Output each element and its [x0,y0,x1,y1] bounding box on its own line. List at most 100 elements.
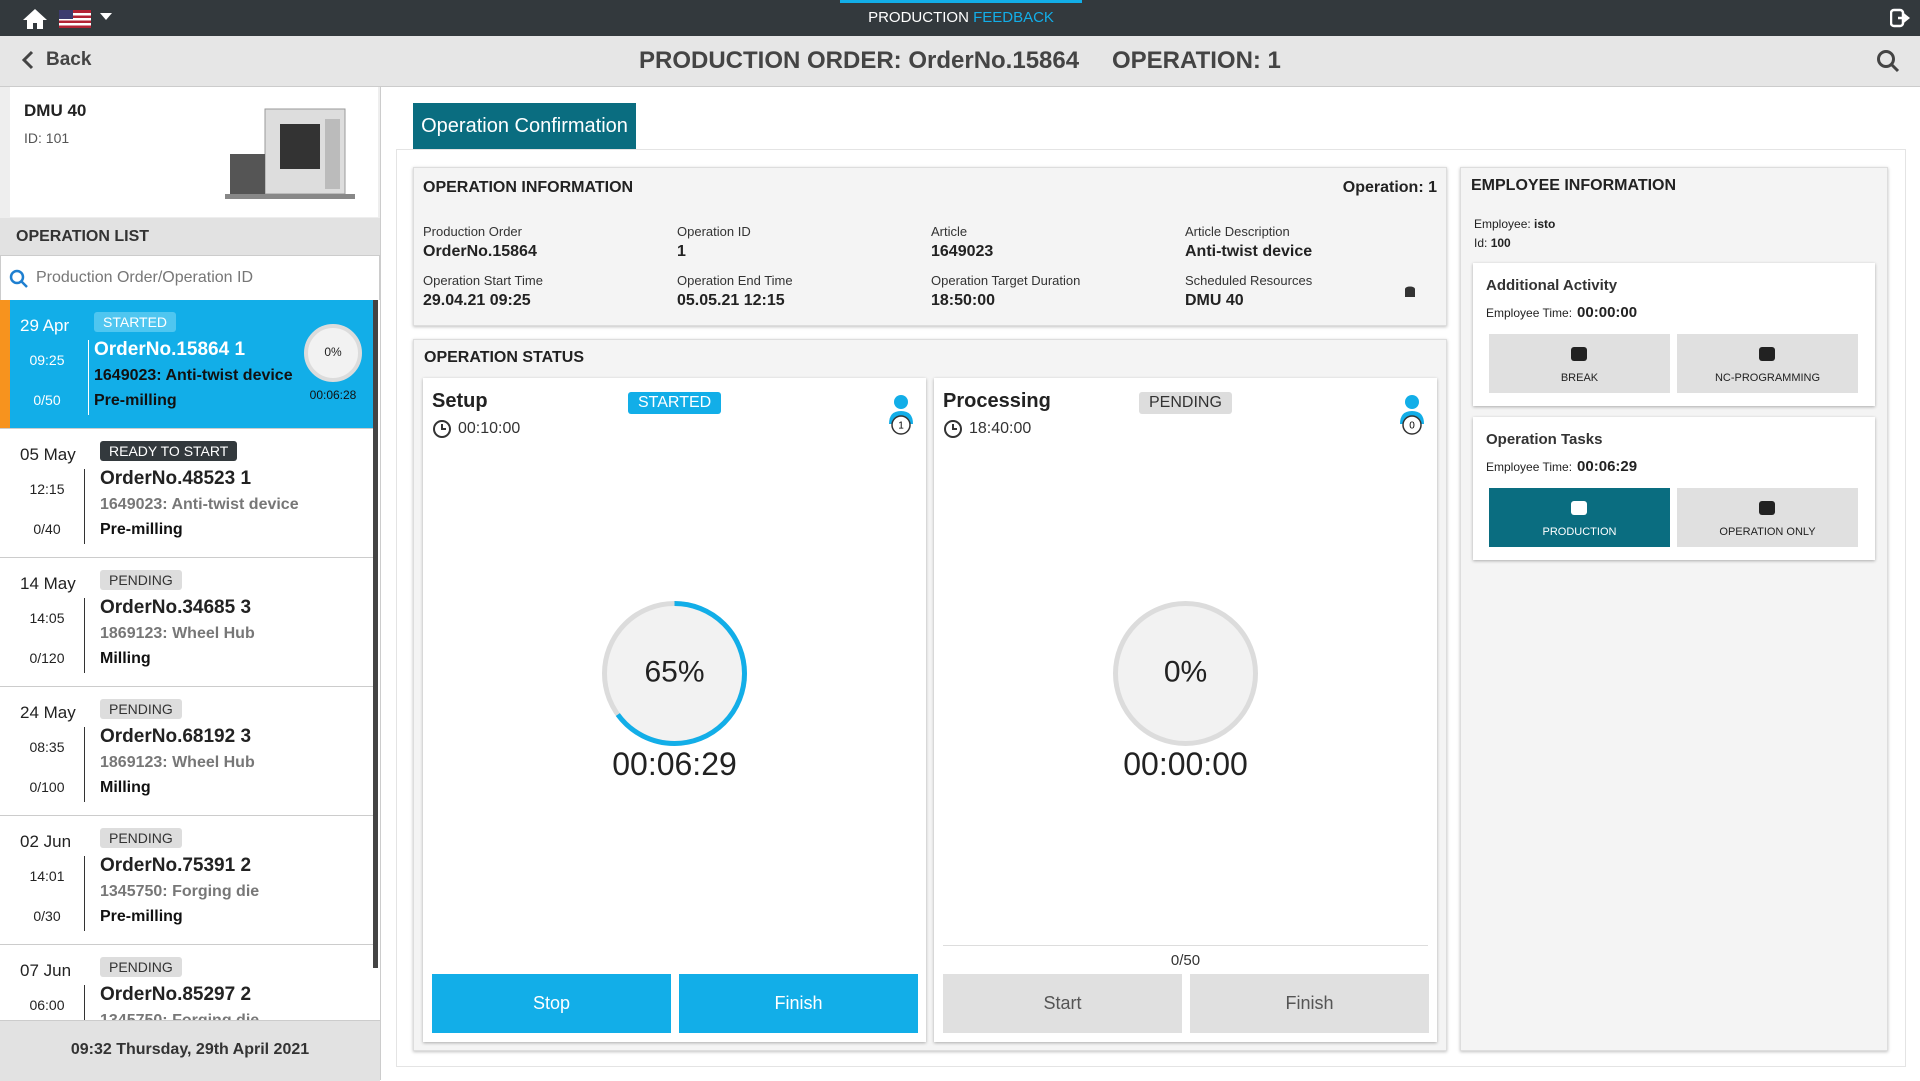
ring-label: 0% [324,345,342,359]
count-divider [943,945,1428,946]
progress-ring: 0% [304,324,362,382]
item-date: 05 May [20,445,76,464]
item-date: 24 May [20,703,76,722]
left-panel: DMU 40 ID: 101 OPERATION LIST Production… [0,87,381,1081]
order-title: PRODUCTION ORDER: OrderNo.15864 [639,47,1080,74]
id-label: Id: [1474,236,1488,250]
button-label: PRODUCTION [1542,526,1617,538]
item-divider [84,856,85,931]
home-icon[interactable] [22,8,48,30]
ring-progress [602,601,747,746]
item-qty: 0/100 [29,779,65,795]
phase-button[interactable]: Start [943,974,1182,1033]
item-article: 1649023: Anti-twist device [94,367,293,384]
field-value: OrderNo.15864 [423,243,537,260]
phase-button[interactable]: Finish [1190,974,1429,1033]
field-label: Article Description [1185,224,1290,239]
phase-timer: 00:00:00 [1123,746,1248,782]
card-title: Additional Activity [1486,277,1618,294]
button-icon [1759,501,1775,515]
phase-count: 0/50 [1170,952,1201,969]
activity-button[interactable]: PRODUCTION [1489,488,1670,547]
worker-head [894,395,908,409]
operation-item[interactable]: 07 Jun 06:00 PENDING OrderNo.85297 2 1345750… [0,945,373,1020]
flag-icon[interactable] [59,10,95,28]
search-box[interactable]: Production Order/Operation ID [0,255,380,302]
clock-face [944,420,962,438]
logout-icon[interactable] [1890,8,1910,28]
clock-icon [944,420,962,438]
title-a: PRODUCTION [868,9,969,26]
search-placeholder: Production Order/Operation ID [36,269,253,286]
item-order: OrderNo.75391 2 [100,855,252,876]
title-b: FEEDBACK [973,9,1054,26]
icon-shape [1759,347,1775,361]
worker-icon: 0 [1400,395,1424,435]
item-date: 07 Jun [20,961,72,980]
field-value: 1649023 [931,243,994,260]
scrollbar[interactable] [373,300,378,968]
item-divider [84,469,85,544]
operation-item[interactable]: 29 Apr 09:25 0/50 STARTED OrderNo.15864 1 164… [0,300,373,429]
item-time: 12:15 [29,481,65,497]
selected-stripe [0,300,10,428]
info-title: OPERATION INFORMATION [423,179,634,196]
resource-icon [1405,286,1415,297]
field-label: Production Order [423,224,522,239]
employee-card: Additional Activity Employee Time: 00:00:0… [1473,263,1875,406]
activity-button[interactable]: NC-PROGRAMMING [1677,334,1858,393]
activity-button[interactable]: OPERATION ONLY [1677,488,1858,547]
icon-shape [1571,347,1587,361]
machine-box: DMU 40 ID: 101 [10,87,378,217]
operation-item[interactable]: 24 May 08:35 0/100 PENDING OrderNo.68192 3 18… [0,687,373,816]
tab[interactable]: Operation Confirmation [413,103,636,149]
status-title: OPERATION STATUS [424,349,584,366]
item-elapsed: 00:06:28 [309,388,357,402]
phase-button[interactable]: Finish [679,974,918,1033]
button-icon [1759,347,1775,361]
card-time: Employee Time: 00:00:00 [1486,304,1637,321]
status-chip: PENDING [100,957,182,977]
phase-status: PENDING [1139,392,1232,414]
button-label: NC-PROGRAMMING [1714,372,1821,384]
phase-card: Processing PENDING 18:40:00 0 0% 00:00:00 0/50… [934,378,1437,1042]
operation-info: OPERATION INFORMATION Operation: 1 Produ… [413,167,1447,326]
ring-label: 0% [1164,655,1207,688]
item-step: Milling [100,779,151,796]
employee-title: EMPLOYEE INFORMATION [1471,177,1677,194]
item-date: 14 May [20,574,76,593]
item-article: 1869123: Wheel Hub [100,754,255,771]
operation-item[interactable]: 02 Jun 14:01 0/30 PENDING OrderNo.75391 2 134… [0,816,373,945]
status-chip: STARTED [94,312,177,332]
employee-info: EMPLOYEE INFORMATION Employee: isto Id: … [1460,167,1888,1051]
field-label: Operation ID [677,224,751,239]
phase-card: Setup STARTED 00:10:00 1 65% 00:06:29 Stop Fini… [423,378,926,1042]
search-icon[interactable] [1876,49,1900,73]
machine-id: ID: 101 [24,130,70,146]
phase-timer: 00:06:29 [612,746,737,782]
footer: 09:32 Thursday, 29th April 2021 [0,1020,380,1081]
item-time: 09:25 [29,352,65,368]
progress-ring: 0% [1113,601,1258,746]
ring-label: 65% [644,655,704,688]
back-button[interactable]: Back [20,49,91,71]
item-step: Pre-milling [100,908,183,925]
info-operation: Operation: 1 [1342,179,1437,196]
field-label: Operation End Time [677,273,793,288]
activity-button[interactable]: BREAK [1489,334,1670,393]
operation-item[interactable]: 14 May 14:05 0/120 PENDING OrderNo.34685 3 18… [0,558,373,687]
back-label: Back [46,49,92,70]
phase-button[interactable]: Stop [432,974,671,1033]
machine-name: DMU 40 [24,101,87,120]
machine-image [225,108,355,199]
item-divider [84,985,85,1020]
operation-item[interactable]: 05 May 12:15 0/40 READY TO START OrderNo.485… [0,429,373,558]
item-step: Pre-milling [94,392,177,409]
dropdown-arrow[interactable] [100,13,112,21]
status-chip: PENDING [100,828,182,848]
list-title: OPERATION LIST [16,228,150,245]
operation-list: 29 Apr 09:25 0/50 STARTED OrderNo.15864 1 164… [0,300,380,1020]
item-time: 08:35 [29,739,65,755]
item-article: 1869123: Wheel Hub [100,625,255,642]
